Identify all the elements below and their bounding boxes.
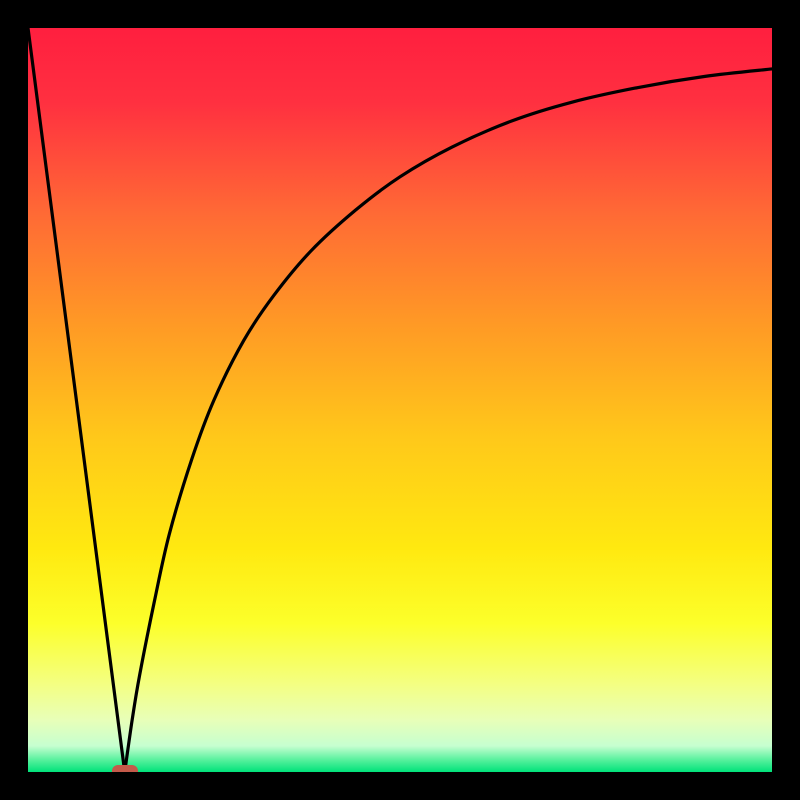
- border-left: [0, 0, 28, 800]
- curve-right: [125, 69, 772, 772]
- min-marker: [112, 765, 138, 779]
- curves-svg: [28, 28, 772, 772]
- watermark-text: TheBottleneck.com: [537, 2, 768, 31]
- chart-container: TheBottleneck.com: [0, 0, 800, 800]
- border-right: [772, 0, 800, 800]
- curve-left-line: [28, 28, 125, 772]
